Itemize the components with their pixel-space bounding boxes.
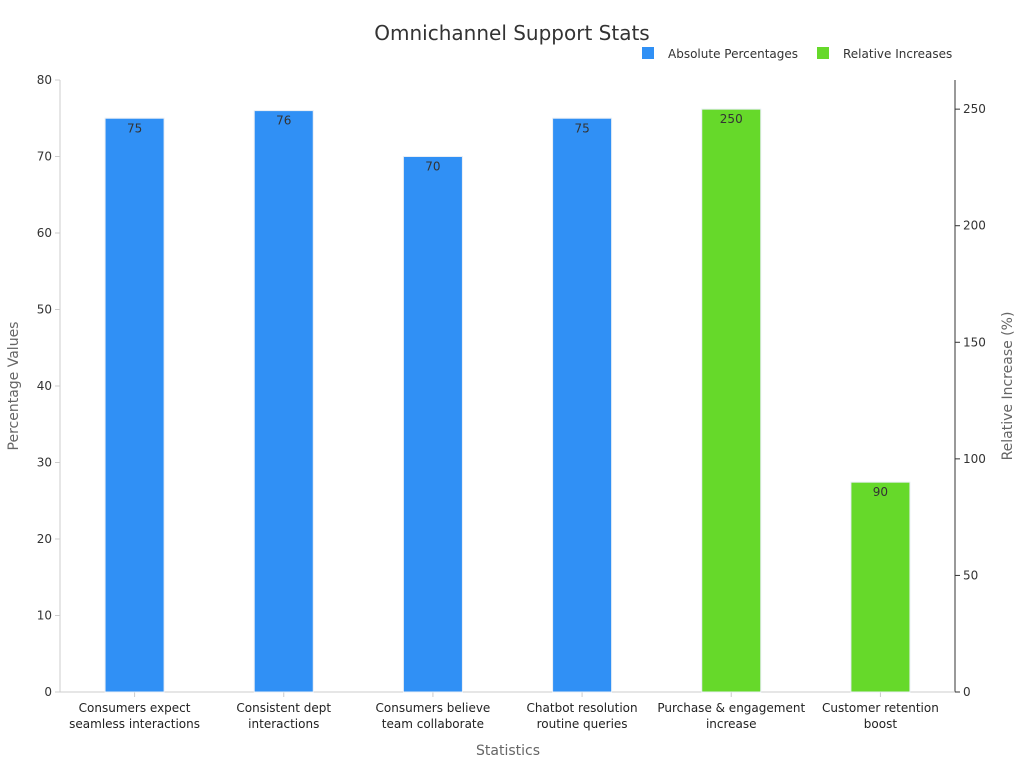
x-tick-label: interactions: [248, 717, 319, 731]
left-tick-label: 70: [37, 150, 52, 164]
bar-relative-4[interactable]: [701, 108, 762, 693]
y-axis-label: Percentage Values: [6, 322, 22, 451]
left-y-axis: 0 10 20 30 40 50 60 70 80: [37, 73, 61, 699]
data-label: 70: [425, 160, 440, 174]
data-label: 90: [873, 485, 888, 499]
bar-absolute-2[interactable]: [402, 156, 463, 693]
legend-swatch: [642, 47, 654, 59]
x-tick-label: Consumers expect: [79, 701, 191, 715]
legend-item-relative-increases[interactable]: Relative Increases: [817, 47, 952, 61]
left-tick-label: 30: [37, 456, 52, 470]
right-tick-label: 100: [963, 452, 986, 466]
left-tick-label: 10: [37, 609, 52, 623]
left-tick-label: 40: [37, 379, 52, 393]
bar-absolute-1[interactable]: [253, 110, 314, 693]
data-label: 75: [127, 121, 142, 135]
right-tick-label: 200: [963, 219, 986, 233]
left-tick-label: 50: [37, 303, 52, 317]
x-tick-label: increase: [706, 717, 757, 731]
left-tick-label: 0: [44, 685, 52, 699]
right-tick-label: 50: [963, 568, 978, 582]
x-tick-label: boost: [864, 717, 898, 731]
right-tick-label: 250: [963, 102, 986, 116]
x-tick-label: routine queries: [537, 717, 628, 731]
x-axis: Consumers expect seamless interactions Con…: [60, 691, 955, 731]
x-tick-label: Chatbot resolution: [527, 701, 638, 715]
right-tick-label: 150: [963, 335, 986, 349]
y2-axis-label: Relative Increase (%): [1000, 312, 1016, 461]
x-tick-label: seamless interactions: [69, 717, 200, 731]
bar-relative-5[interactable]: [850, 481, 911, 693]
x-tick-label: Purchase & engagement: [657, 701, 805, 715]
data-label: 75: [574, 121, 589, 135]
right-y-axis: 0 50 100 150 200 250: [954, 80, 986, 699]
data-label: 76: [276, 114, 291, 128]
right-tick-label: 0: [963, 685, 971, 699]
data-label: 250: [720, 112, 743, 126]
legend-label: Absolute Percentages: [668, 47, 798, 61]
x-tick-label: Consumers believe: [376, 701, 491, 715]
x-tick-label: Customer retention: [822, 701, 939, 715]
legend-label: Relative Increases: [843, 47, 952, 61]
legend-swatch: [817, 47, 829, 59]
bar-absolute-3[interactable]: [552, 117, 613, 693]
legend: Absolute Percentages Relative Increases: [642, 47, 952, 61]
left-tick-label: 60: [37, 226, 52, 240]
left-tick-label: 80: [37, 73, 52, 87]
bar-absolute-0[interactable]: [104, 117, 165, 693]
x-axis-label: Statistics: [476, 743, 540, 759]
chart-title: Omnichannel Support Stats: [374, 21, 649, 45]
x-tick-label: Consistent dept: [236, 701, 331, 715]
x-tick-label: team collaborate: [382, 717, 484, 731]
left-tick-label: 20: [37, 532, 52, 546]
legend-item-absolute-percentages[interactable]: Absolute Percentages: [642, 47, 798, 61]
bars-group: 75 76 70 75 250 90: [104, 108, 911, 693]
